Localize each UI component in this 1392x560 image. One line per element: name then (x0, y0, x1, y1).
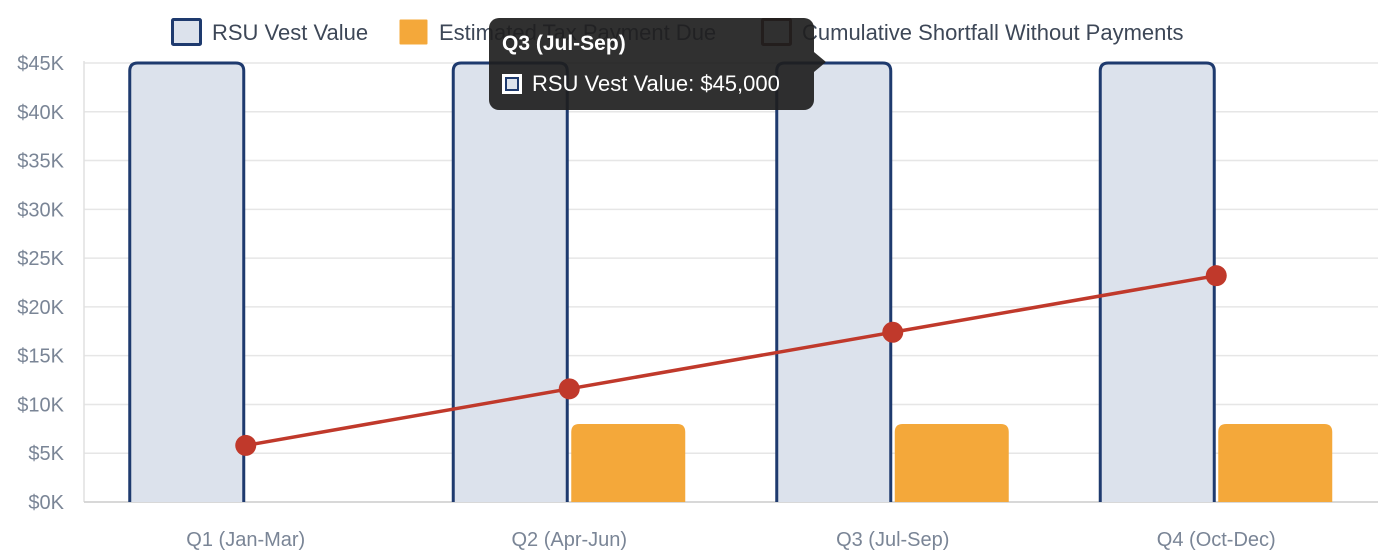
x-tick-label: Q1 (Jan-Mar) (186, 529, 305, 551)
x-tick-label: Q4 (Oct-Dec) (1157, 529, 1276, 551)
tooltip: Q3 (Jul-Sep) RSU Vest Value: $45,000 (489, 18, 826, 110)
tooltip-arrow (814, 52, 826, 72)
y-tick-label: $40K (17, 102, 64, 124)
bars (128, 61, 1333, 502)
shortfall-line (235, 265, 1227, 456)
legend-label: RSU Vest Value (212, 20, 368, 45)
tooltip-row: RSU Vest Value: $45,000 (502, 71, 780, 97)
shortfall-point[interactable] (558, 378, 580, 400)
shortfall-point[interactable] (1205, 265, 1227, 287)
rsu-vest-bar[interactable] (776, 63, 891, 502)
x-axis: Q1 (Jan-Mar) Q2 (Apr-Jun) Q3 (Jul-Sep) Q4 (… (186, 529, 1275, 551)
rsu-vest-bar-border (128, 61, 246, 502)
legend-item-cumulative-shortfall[interactable]: Cumulative Shortfall Without Payments (761, 18, 1184, 46)
y-tick-label: $35K (17, 151, 64, 173)
tooltip-swatch (502, 74, 522, 94)
y-tick-label: $30K (17, 199, 64, 221)
y-tick-label: $0K (28, 492, 64, 514)
y-tick-label: $10K (17, 394, 64, 416)
y-tick-label: $5K (28, 443, 64, 465)
legend-swatch (399, 19, 428, 45)
tooltip-value: RSU Vest Value: $45,000 (532, 71, 780, 96)
legend-item-rsu-vest-value[interactable]: RSU Vest Value (171, 18, 369, 46)
rsu-vest-bar[interactable] (453, 63, 568, 502)
tax-payment-bar[interactable] (571, 423, 686, 502)
shortfall-point[interactable] (235, 434, 257, 456)
y-tick-label: $45K (17, 53, 64, 75)
x-tick-label: Q2 (Apr-Jun) (511, 529, 627, 551)
y-tick-label: $25K (17, 248, 64, 270)
y-tick-label: $15K (17, 346, 64, 368)
legend-label: Cumulative Shortfall Without Payments (802, 20, 1184, 45)
shortfall-line-path (245, 273, 1217, 448)
rsu-vest-bar[interactable] (129, 63, 244, 502)
shortfall-point[interactable] (882, 321, 904, 343)
y-tick-label: $20K (17, 297, 64, 319)
x-tick-label: Q3 (Jul-Sep) (836, 529, 949, 551)
tax-payment-bar[interactable] (1218, 423, 1333, 502)
rsu-vest-bar[interactable] (1100, 63, 1215, 502)
rsu-vest-bar-border (1098, 61, 1216, 502)
tooltip-title: Q3 (Jul-Sep) (502, 32, 626, 55)
y-axis: $0K $5K $10K $15K $20K $25K $30K $35K $40K $45K (17, 53, 1378, 514)
legend-swatch (171, 18, 202, 46)
tax-payment-bar[interactable] (894, 423, 1009, 502)
